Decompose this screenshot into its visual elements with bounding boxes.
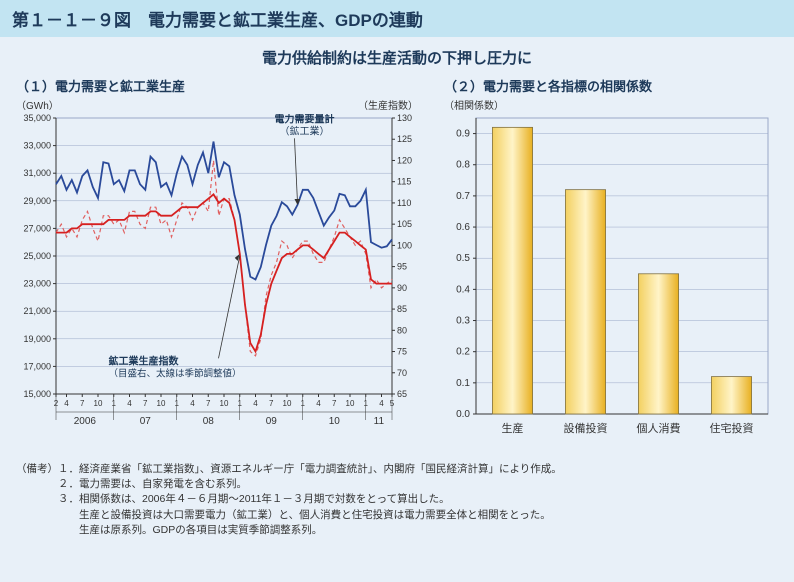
svg-text:1: 1: [364, 399, 369, 408]
figure-title: 第１－１－９図 電力需要と鉱工業生産、GDPの連動: [0, 0, 794, 37]
svg-text:2: 2: [54, 399, 59, 408]
note-3c: 生産は原系列。GDPの各項目は実質季節調整系列。: [16, 523, 778, 538]
note-3: ３．相関係数は、2006年４－６月期～2011年１－３月期で対数をとって算出した…: [16, 492, 778, 507]
svg-text:4: 4: [190, 399, 195, 408]
svg-text:7: 7: [80, 399, 85, 408]
notes-label: （備考）: [16, 463, 58, 475]
svg-text:08: 08: [203, 416, 215, 427]
svg-text:4: 4: [253, 399, 258, 408]
note-1: １．経済産業省「鉱工業指数」、資源エネルギー庁「電力調査統計」、内閣府「国民経済…: [58, 463, 562, 475]
bar-unit: （相関係数）: [444, 97, 504, 112]
svg-text:70: 70: [397, 368, 407, 378]
svg-text:09: 09: [266, 416, 278, 427]
svg-text:4: 4: [127, 399, 132, 408]
line-chart: 15,000 17,000 19,000 21,000 23,000 25,000 27,0…: [10, 114, 430, 454]
svg-text:0.4: 0.4: [456, 284, 470, 295]
svg-text:5: 5: [390, 399, 395, 408]
y-left-unit: （GWh）: [16, 97, 59, 112]
svg-text:35,000: 35,000: [23, 114, 51, 123]
svg-text:17,000: 17,000: [23, 361, 51, 371]
svg-text:0.0: 0.0: [456, 409, 470, 420]
svg-text:設備投資: 設備投資: [564, 421, 608, 435]
svg-text:29,000: 29,000: [23, 196, 51, 206]
svg-text:1: 1: [301, 399, 306, 408]
svg-text:85: 85: [397, 304, 407, 314]
svg-text:95: 95: [397, 262, 407, 272]
svg-text:2006: 2006: [74, 416, 97, 427]
svg-text:0.1: 0.1: [456, 378, 470, 389]
svg-text:90: 90: [397, 283, 407, 293]
svg-text:（鉱工業）: （鉱工業）: [280, 124, 330, 137]
panel-1-title: （１）電力需要と鉱工業生産: [10, 72, 430, 97]
svg-text:電力需要量計: 電力需要量計: [275, 114, 335, 125]
svg-text:15,000: 15,000: [23, 389, 51, 399]
svg-text:個人消費: 個人消費: [637, 421, 681, 435]
svg-text:27,000: 27,000: [23, 223, 51, 233]
svg-text:0.7: 0.7: [456, 191, 470, 202]
svg-text:130: 130: [397, 114, 412, 123]
svg-text:11: 11: [374, 416, 385, 427]
svg-text:0.6: 0.6: [456, 222, 470, 233]
svg-text:0.5: 0.5: [456, 253, 470, 264]
note-2: ２．電力需要は、自家発電を含む系列。: [16, 477, 778, 492]
svg-text:80: 80: [397, 325, 407, 335]
svg-text:鉱工業生産指数: 鉱工業生産指数: [109, 354, 180, 367]
svg-text:0.9: 0.9: [456, 129, 470, 140]
svg-text:（目盛右、太線は季節調整値）: （目盛右、太線は季節調整値）: [109, 367, 242, 379]
svg-text:0.2: 0.2: [456, 347, 470, 358]
svg-text:7: 7: [206, 399, 211, 408]
panel-2: （２）電力需要と各指標の相関係数 （相関係数） 0.00.10.20.30.40…: [438, 72, 778, 454]
svg-text:65: 65: [397, 389, 407, 399]
svg-text:1: 1: [112, 399, 117, 408]
svg-text:10: 10: [220, 399, 229, 408]
svg-text:0.8: 0.8: [456, 160, 470, 171]
svg-text:7: 7: [269, 399, 274, 408]
svg-text:生産: 生産: [502, 421, 524, 435]
svg-text:7: 7: [332, 399, 337, 408]
svg-text:07: 07: [140, 416, 152, 427]
svg-text:110: 110: [397, 198, 411, 208]
svg-text:19,000: 19,000: [23, 334, 51, 344]
svg-text:住宅投資: 住宅投資: [710, 421, 754, 435]
svg-text:1: 1: [238, 399, 243, 408]
svg-text:10: 10: [94, 399, 103, 408]
panel-2-title: （２）電力需要と各指標の相関係数: [438, 72, 778, 97]
panel-1: （１）電力需要と鉱工業生産 （GWh） （生産指数） 15,00017,0001…: [10, 72, 430, 454]
svg-text:125: 125: [397, 134, 412, 144]
svg-text:21,000: 21,000: [23, 306, 51, 316]
figure-subtitle: 電力供給制約は生産活動の下押し圧力に: [0, 37, 794, 72]
svg-text:33,000: 33,000: [23, 141, 51, 151]
svg-text:4: 4: [379, 399, 384, 408]
svg-text:10: 10: [346, 399, 355, 408]
notes-block: （備考）１．経済産業省「鉱工業指数」、資源エネルギー庁「電力調査統計」、内閣府「…: [0, 454, 794, 546]
bar-chart: 0.0 0.1 0.2 0.3 0.4 0.5 0.6 0.7 0.8 0.9 生産 設備投資 個人消費…: [438, 114, 778, 454]
svg-text:1: 1: [175, 399, 180, 408]
svg-text:0.3: 0.3: [456, 316, 470, 327]
svg-text:10: 10: [283, 399, 292, 408]
svg-text:4: 4: [64, 399, 69, 408]
svg-text:120: 120: [397, 155, 412, 165]
svg-text:105: 105: [397, 219, 412, 229]
y-right-unit: （生産指数）: [358, 97, 418, 112]
svg-text:75: 75: [397, 347, 407, 357]
svg-text:25,000: 25,000: [23, 251, 51, 261]
note-3b: 生産と設備投資は大口需要電力（鉱工業）と、個人消費と住宅投資は電力需要全体と相関…: [16, 508, 778, 523]
svg-text:31,000: 31,000: [23, 168, 51, 178]
svg-text:23,000: 23,000: [23, 279, 51, 289]
svg-text:4: 4: [316, 399, 321, 408]
svg-text:115: 115: [397, 177, 411, 187]
svg-text:7: 7: [143, 399, 148, 408]
svg-text:10: 10: [329, 416, 341, 427]
svg-text:10: 10: [157, 399, 166, 408]
svg-text:100: 100: [397, 240, 412, 250]
